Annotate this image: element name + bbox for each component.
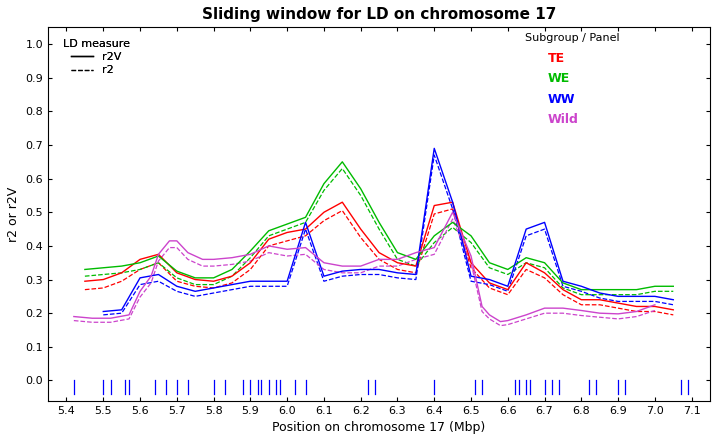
Text: Wild: Wild: [548, 113, 579, 126]
Title: Sliding window for LD on chromosome 17: Sliding window for LD on chromosome 17: [202, 7, 556, 22]
Text: WE: WE: [548, 72, 570, 85]
Text: TE: TE: [548, 52, 565, 64]
Text: Subgroup / Panel: Subgroup / Panel: [525, 33, 619, 43]
X-axis label: Position on chromosome 17 (Mbp): Position on chromosome 17 (Mbp): [272, 421, 485, 434]
Y-axis label: r2 or r2V: r2 or r2V: [7, 187, 20, 242]
Text: WW: WW: [548, 93, 575, 105]
Legend: r2V, r2: r2V, r2: [60, 37, 132, 78]
